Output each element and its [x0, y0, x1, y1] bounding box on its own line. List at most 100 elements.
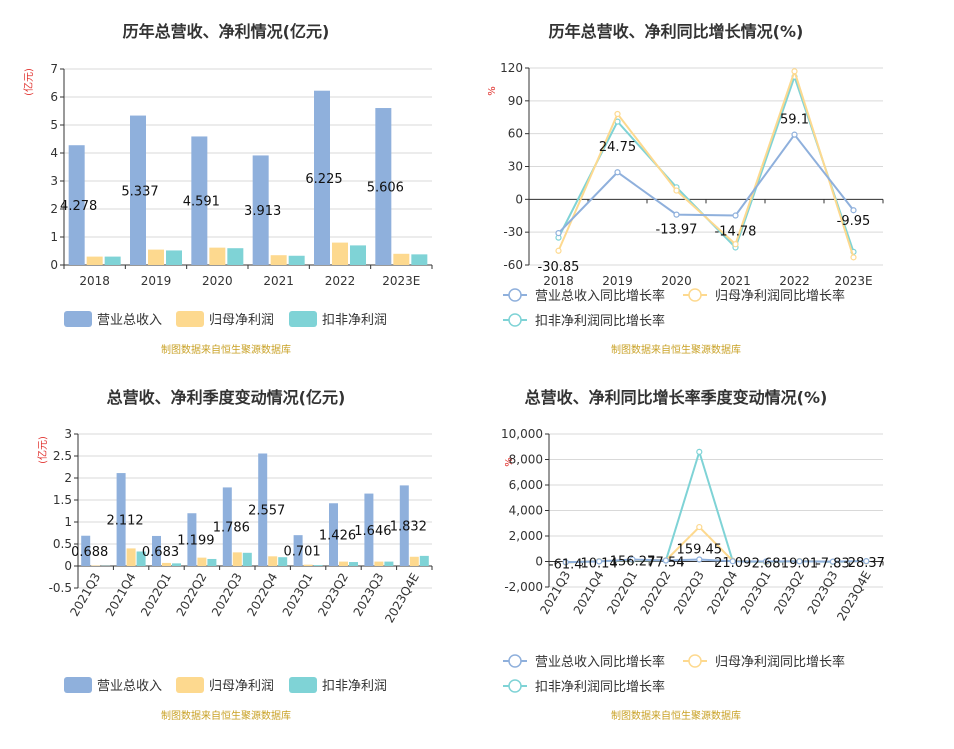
bar	[420, 556, 429, 566]
bar	[233, 552, 242, 566]
y-unit-label: %	[487, 86, 498, 96]
y-unit-label: (亿元)	[36, 436, 49, 464]
bar	[339, 562, 348, 566]
bar	[148, 250, 164, 265]
bar	[410, 557, 419, 566]
x-tick-label: 2022Q4	[704, 569, 740, 617]
chart-source: 制图数据来自恒生聚源数据库	[161, 343, 291, 356]
x-tick-label: 2022Q3	[671, 569, 707, 617]
y-tick-label: 0	[64, 559, 72, 573]
y-tick-label: 0	[535, 555, 543, 569]
data-label: 77.54	[647, 556, 684, 571]
data-point	[615, 111, 620, 116]
y-tick-label: 2	[64, 471, 72, 485]
bar	[374, 562, 383, 566]
legend-label: 营业总收入同比增长率	[535, 654, 665, 670]
data-label: 3.913	[244, 204, 281, 219]
bar	[332, 243, 348, 265]
x-tick-label: 2019	[141, 274, 172, 288]
data-label: 5.337	[121, 184, 158, 199]
y-tick-label: 1.5	[53, 493, 72, 507]
bar	[172, 563, 181, 566]
data-point	[851, 208, 856, 213]
data-label: -30.85	[538, 260, 580, 275]
y-tick-label: 3	[50, 174, 58, 188]
chart-svg: 总营收、净利同比增长率季度变动情况(%) % 制图数据来自恒生聚源数据库 -2,…	[477, 372, 954, 745]
legend-label: 扣非净利润同比增长率	[535, 679, 665, 695]
bar	[105, 257, 121, 265]
data-label: 1.646	[354, 524, 391, 539]
y-tick-label: -60	[503, 258, 523, 272]
y-tick-label: 2,000	[509, 529, 543, 543]
y-tick-label: 2.5	[53, 449, 72, 463]
y-tick-label: 8,000	[509, 453, 543, 467]
y-tick-label: 7	[50, 62, 58, 76]
chart-title: 总营收、净利同比增长率季度变动情况(%)	[525, 388, 828, 407]
x-tick-label: 2022Q2	[638, 569, 674, 617]
x-tick-label: 2023E	[382, 274, 420, 288]
data-label: 1.832	[390, 520, 427, 535]
legend-swatch	[289, 311, 317, 327]
data-point	[733, 213, 738, 218]
bar	[411, 254, 427, 265]
bar	[207, 559, 216, 566]
legend-label: 扣非净利润	[322, 679, 387, 694]
y-tick-label: 120	[500, 61, 523, 75]
bar	[393, 254, 409, 265]
legend-label: 扣非净利润同比增长率	[535, 313, 665, 329]
bar	[271, 255, 287, 265]
data-point	[697, 557, 702, 562]
bar	[162, 563, 171, 566]
data-point	[733, 242, 738, 247]
data-label: 4.278	[60, 199, 97, 214]
y-tick-label: 6,000	[509, 478, 543, 492]
data-label: 4.591	[183, 195, 220, 210]
data-point	[615, 170, 620, 175]
x-tick-label: 2023Q3	[805, 569, 841, 617]
legend-swatch-marker	[689, 655, 701, 667]
legend-swatch	[64, 677, 92, 693]
legend-swatch	[289, 677, 317, 693]
x-tick-label: 2020	[202, 274, 233, 288]
x-tick-label: 2021Q4	[571, 569, 607, 617]
x-tick-label: 2021	[720, 274, 751, 288]
data-label: -9.95	[837, 214, 871, 229]
data-point	[792, 69, 797, 74]
data-label: -14.78	[715, 225, 757, 240]
bar	[349, 562, 358, 566]
data-label: 19.01	[781, 556, 818, 571]
bar	[350, 245, 366, 265]
y-tick-label: -2,000	[504, 580, 543, 594]
legend-swatch-marker	[509, 655, 521, 667]
data-point	[674, 212, 679, 217]
x-tick-label: 2022Q1	[138, 571, 174, 619]
data-point	[556, 248, 561, 253]
data-label: 5.606	[367, 181, 404, 196]
data-label: 2.557	[248, 504, 285, 519]
series-line	[559, 71, 854, 257]
y-tick-label: 10,000	[501, 427, 543, 441]
y-tick-label: 30	[508, 160, 523, 174]
data-label: -61.4	[549, 557, 583, 572]
data-label: 0.688	[71, 545, 108, 560]
legend-label: 归母净利润同比增长率	[715, 288, 845, 304]
y-tick-label: 0	[515, 192, 523, 206]
chart-source: 制图数据来自恒生聚源数据库	[611, 709, 741, 722]
legend-label: 归母净利润	[209, 679, 274, 694]
x-tick-label: 2022Q2	[174, 571, 210, 619]
chart-quarterly-growth: 总营收、净利同比增长率季度变动情况(%) % 制图数据来自恒生聚源数据库 -2,…	[477, 372, 954, 749]
x-tick-label: 2022Q3	[209, 571, 245, 619]
data-label: 1.786	[213, 521, 250, 536]
legend-swatch-marker	[509, 680, 521, 692]
chart-source: 制图数据来自恒生聚源数据库	[611, 343, 741, 356]
data-point	[792, 132, 797, 137]
legend-swatch	[176, 677, 204, 693]
data-point	[697, 525, 702, 530]
bar	[209, 248, 225, 265]
y-tick-label: 6	[50, 90, 58, 104]
legend-swatch-marker	[509, 289, 521, 301]
legend-swatch	[176, 311, 204, 327]
x-tick-label: 2018	[79, 274, 110, 288]
x-tick-label: 2023Q2	[771, 569, 807, 617]
data-label: -7.83	[816, 557, 850, 572]
